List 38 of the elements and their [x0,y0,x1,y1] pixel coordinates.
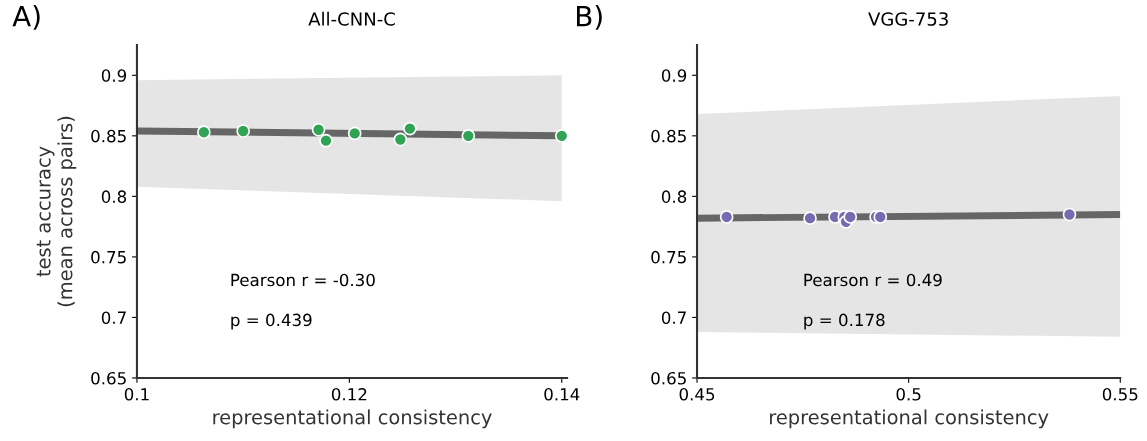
point [319,133,333,148]
y-tick-label: 0.75 [651,250,686,264]
y-tick-label: 0.65 [91,371,126,385]
y-tick-label: 0.9 [661,69,687,82]
text: A) [12,5,40,30]
y-tick-label: 0.75 [91,250,126,264]
annotation: Pearson r = -0.30 [231,273,375,287]
x-tick-label: 0.55 [1102,388,1138,401]
point [347,126,362,141]
y-tick-label: 0.65 [651,371,686,385]
point [461,128,476,143]
x-tick-label: 0.12 [331,388,367,401]
x-tick-label: 0.45 [679,388,715,401]
chart-title: All-CNN-C [308,11,395,26]
annotation: p = 0.178 [804,313,885,330]
point [403,121,417,136]
y-tick-label: 0.85 [651,129,686,143]
y-tick-label: 0.7 [661,311,686,325]
x-tick-label: 0.14 [544,388,580,401]
x-axis-title: representational consistency [770,409,1049,429]
annotation: Pearson r = 0.49 [804,273,942,287]
y-tick-label: 0.8 [661,190,687,203]
text: B) [577,5,602,30]
chart-title: VGG-753 [868,12,948,26]
annotation: p = 0.439 [231,313,312,330]
x-tick-label: 0.1 [124,388,149,401]
point [393,132,408,147]
y-tick-label: 0.85 [91,129,126,143]
y-tick-label: 0.7 [101,311,126,325]
y-tick-label: 0.9 [101,69,127,82]
point [554,128,569,143]
point [311,122,326,137]
y-tick-label: 0.8 [101,190,127,203]
point [197,125,211,140]
y-axis-title: test accuracy (mean across pairs) [36,116,77,307]
x-axis-title: representational consistency [213,409,492,429]
point [236,124,251,138]
x-tick-label: 0.5 [896,388,921,401]
